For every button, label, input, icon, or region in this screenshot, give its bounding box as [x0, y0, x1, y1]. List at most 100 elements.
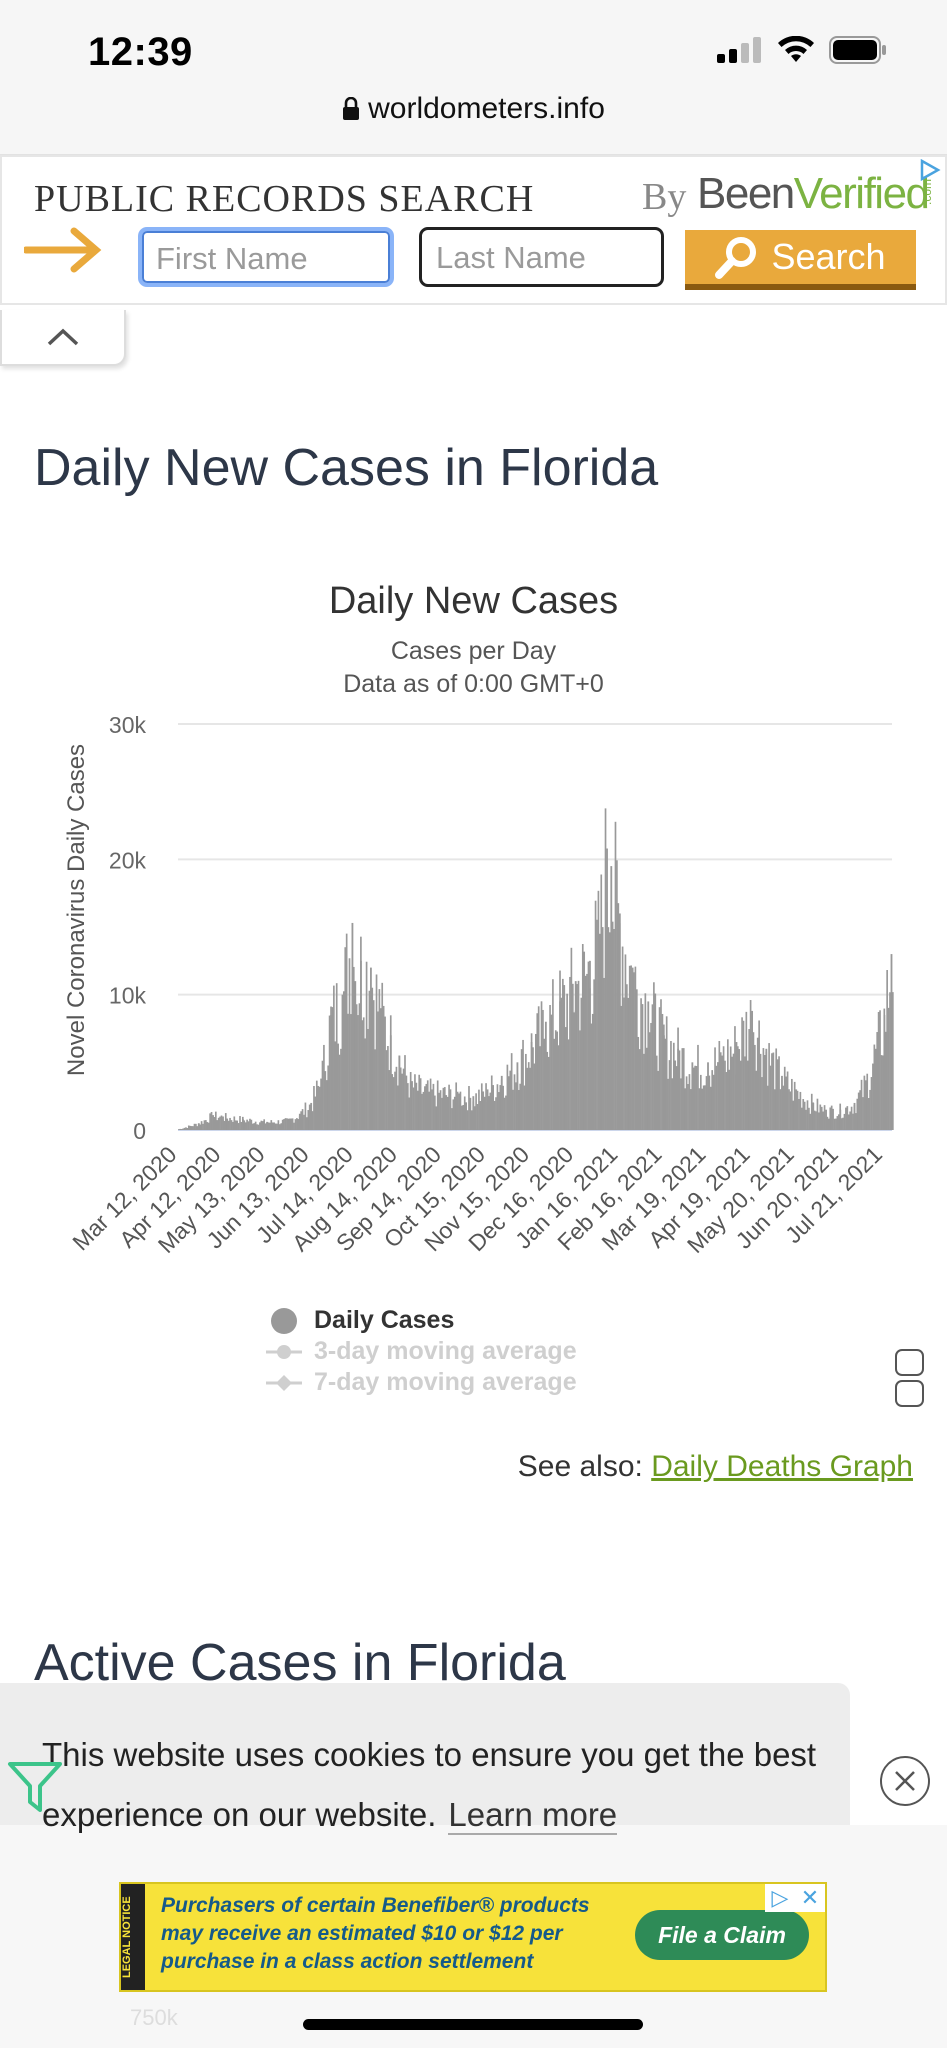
7day-average-checkbox[interactable]	[895, 1380, 924, 1407]
status-icons	[717, 36, 887, 64]
daily-case-bar	[735, 1042, 738, 1130]
daily-case-bar	[520, 1049, 523, 1130]
daily-case-bar	[803, 1101, 806, 1130]
daily-case-bar	[503, 1097, 506, 1130]
daily-case-bar	[695, 1065, 698, 1130]
daily-case-bar	[645, 1047, 648, 1130]
daily-case-bar	[500, 1075, 503, 1130]
daily-case-bar	[884, 1031, 887, 1130]
daily-case-bar	[445, 1095, 448, 1130]
daily-case-bar	[247, 1121, 250, 1130]
daily-case-bar	[749, 1000, 752, 1130]
daily-case-bar	[483, 1096, 486, 1130]
daily-case-bar	[357, 1015, 359, 1130]
benefiber-ad[interactable]: LEGAL NOTICE Purchasers of certain Benef…	[119, 1882, 827, 1992]
daily-case-bar	[574, 981, 577, 1130]
daily-case-bar	[288, 1118, 291, 1130]
legend-7day-average[interactable]: 7-day moving average	[262, 1367, 577, 1398]
daily-case-bar	[516, 1062, 519, 1130]
ad-close-icon[interactable]: ✕	[795, 1884, 825, 1912]
daily-case-bar	[812, 1102, 815, 1130]
legal-notice-label: LEGAL NOTICE	[121, 1884, 145, 1990]
daily-case-bar	[327, 1065, 330, 1130]
daily-case-bar	[374, 1049, 376, 1130]
daily-case-bar	[395, 1066, 398, 1130]
daily-case-bar	[584, 975, 587, 1130]
legend-daily-cases[interactable]: Daily Cases	[262, 1305, 577, 1336]
daily-case-bar	[392, 1077, 395, 1130]
daily-case-bar	[266, 1121, 268, 1130]
daily-case-bar	[388, 1070, 391, 1130]
daily-case-bar	[769, 1065, 772, 1130]
daily-case-bar	[658, 1007, 661, 1130]
daily-case-bar	[368, 990, 371, 1130]
daily-case-bar	[512, 1089, 514, 1130]
daily-case-bar	[510, 1053, 513, 1130]
daily-case-bar	[549, 1005, 551, 1130]
daily-case-bar	[883, 1014, 886, 1130]
daily-case-bar	[243, 1120, 246, 1130]
daily-case-bar	[768, 1043, 770, 1130]
daily-case-bar	[533, 1063, 536, 1130]
daily-case-bar	[333, 985, 335, 1130]
learn-more-link[interactable]: Learn more	[448, 1796, 618, 1835]
daily-case-bar	[562, 978, 564, 1130]
daily-case-bar	[843, 1113, 846, 1130]
daily-case-bar	[610, 866, 613, 1130]
public-records-ad[interactable]: PUBLIC RECORDS SEARCH By BeenVerified .c…	[0, 155, 947, 305]
daily-case-bar	[681, 1048, 684, 1130]
daily-case-bar	[192, 1126, 194, 1130]
daily-case-bar	[304, 1102, 307, 1130]
daily-case-bar	[728, 1069, 731, 1130]
daily-case-bar	[708, 1075, 711, 1130]
last-name-input[interactable]: Last Name	[419, 227, 664, 287]
next-chart-tick-peek: 750k	[130, 2005, 178, 2030]
daily-case-bar	[704, 1085, 706, 1130]
adchoices-icon[interactable]: ▷	[765, 1884, 795, 1912]
home-indicator[interactable]	[303, 2019, 643, 2030]
daily-deaths-graph-link[interactable]: Daily Deaths Graph	[651, 1450, 913, 1483]
legend-3day-average[interactable]: 3-day moving average	[262, 1336, 577, 1367]
daily-case-bar	[660, 999, 662, 1130]
daily-case-bar	[352, 966, 355, 1130]
filter-icon[interactable]	[6, 1758, 64, 1816]
daily-case-bar	[560, 997, 563, 1130]
daily-case-bar	[458, 1093, 461, 1130]
daily-case-bar	[197, 1123, 200, 1130]
daily-case-bar	[577, 980, 580, 1130]
daily-case-bar	[495, 1097, 497, 1130]
ad-search-button[interactable]: Search	[685, 230, 916, 290]
daily-case-bar	[261, 1121, 264, 1130]
daily-case-bar	[274, 1123, 277, 1130]
chart-title: Daily New Cases	[328, 580, 619, 622]
daily-case-bar	[422, 1091, 425, 1130]
daily-case-bar	[219, 1116, 221, 1130]
3day-average-checkbox[interactable]	[895, 1349, 924, 1376]
daily-case-bar	[711, 1070, 714, 1130]
daily-case-bar	[286, 1118, 288, 1130]
daily-case-bar	[862, 1097, 864, 1130]
daily-case-bar	[601, 927, 604, 1130]
daily-case-bar	[409, 1082, 412, 1130]
daily-case-bar	[887, 1007, 890, 1130]
adchoices-icon[interactable]	[919, 159, 941, 181]
file-claim-button[interactable]: File a Claim	[635, 1910, 809, 1960]
daily-case-bar	[338, 1054, 341, 1130]
daily-case-bar	[581, 944, 584, 1130]
daily-case-bar	[381, 982, 384, 1130]
cookie-close-button[interactable]	[880, 1756, 930, 1806]
search-icon	[715, 237, 757, 279]
daily-case-bar	[493, 1100, 496, 1130]
daily-case-bar	[370, 967, 372, 1130]
daily-case-bar	[596, 919, 598, 1130]
daily-case-bar	[825, 1109, 827, 1130]
daily-case-bar	[434, 1095, 436, 1130]
collapse-ad-button[interactable]	[0, 310, 126, 366]
daily-case-bar	[630, 965, 632, 1130]
daily-case-bar	[607, 927, 610, 1130]
first-name-input[interactable]: First Name	[138, 227, 394, 287]
daily-case-bar	[788, 1089, 790, 1130]
address-bar[interactable]: worldometers.info	[0, 92, 947, 126]
daily-case-bar	[556, 1031, 558, 1130]
